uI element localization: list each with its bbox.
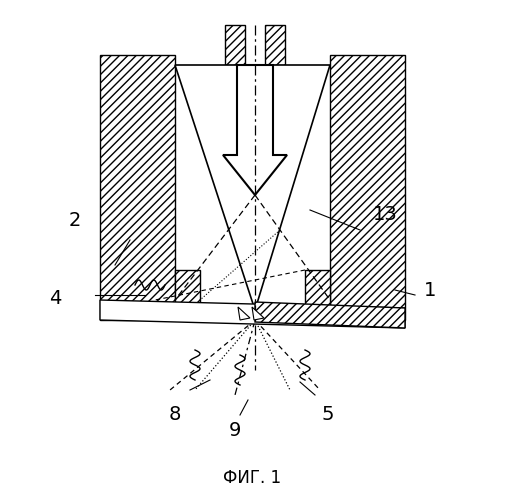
Text: 13: 13 — [373, 206, 397, 225]
Text: ФИГ. 1: ФИГ. 1 — [223, 469, 281, 487]
Polygon shape — [265, 25, 285, 65]
Polygon shape — [100, 300, 405, 328]
Polygon shape — [255, 302, 405, 328]
Polygon shape — [330, 55, 405, 320]
Text: 8: 8 — [169, 406, 181, 424]
Text: 2: 2 — [69, 210, 81, 230]
Text: 9: 9 — [229, 420, 241, 440]
Text: 5: 5 — [322, 406, 334, 424]
Text: 1: 1 — [424, 280, 436, 299]
Polygon shape — [305, 270, 330, 320]
Polygon shape — [223, 65, 287, 195]
Polygon shape — [225, 25, 245, 65]
Polygon shape — [175, 270, 200, 320]
Text: 4: 4 — [49, 288, 61, 308]
Polygon shape — [252, 307, 264, 320]
Polygon shape — [100, 55, 175, 320]
Polygon shape — [238, 307, 250, 320]
Polygon shape — [175, 65, 330, 310]
